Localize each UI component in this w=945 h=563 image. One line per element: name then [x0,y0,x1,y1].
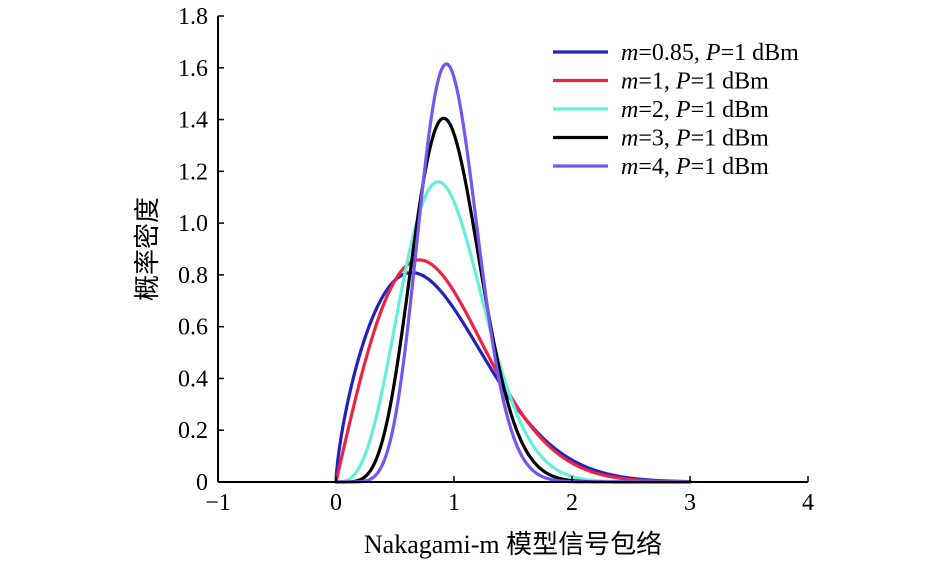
y-axis-title: 概率密度 [133,197,162,301]
x-ticks: −1 0 1 2 3 4 [205,476,814,516]
x-axis-title: Nakagami-m 模型信号包络 [364,530,662,559]
y-tick-label: 1.4 [178,108,208,134]
legend-label-4: m=4, P=1 dBm [621,154,769,180]
x-tick-label: 4 [802,490,814,516]
y-tick-label: 1.0 [178,211,208,237]
x-tick-label: 2 [566,490,578,516]
y-tick-label: 0.8 [178,263,208,289]
y-tick-label: 1.2 [178,159,208,185]
y-tick-label: 1.8 [178,4,208,30]
y-tick-label: 0.6 [178,315,208,341]
axes [217,16,808,483]
legend-label-2: m=2, P=1 dBm [621,97,769,123]
y-tick-label: 0 [196,470,208,496]
legend-label-0: m=0.85, P=1 dBm [621,40,799,66]
legend-label-1: m=1, P=1 dBm [621,69,769,95]
y-tick-label: 0.4 [178,366,208,392]
legend-label-3: m=3, P=1 dBm [621,126,769,152]
y-ticks: 0 0.2 0.4 0.6 0.8 1.0 1.2 1.4 1.6 1.8 [178,4,224,496]
x-tick-label: 3 [684,490,696,516]
x-tick-label: 1 [448,490,460,516]
y-tick-label: 0.2 [178,418,208,444]
x-tick-label: 0 [330,490,342,516]
x-tick-label: −1 [205,490,231,516]
y-tick-label: 1.6 [178,56,208,82]
